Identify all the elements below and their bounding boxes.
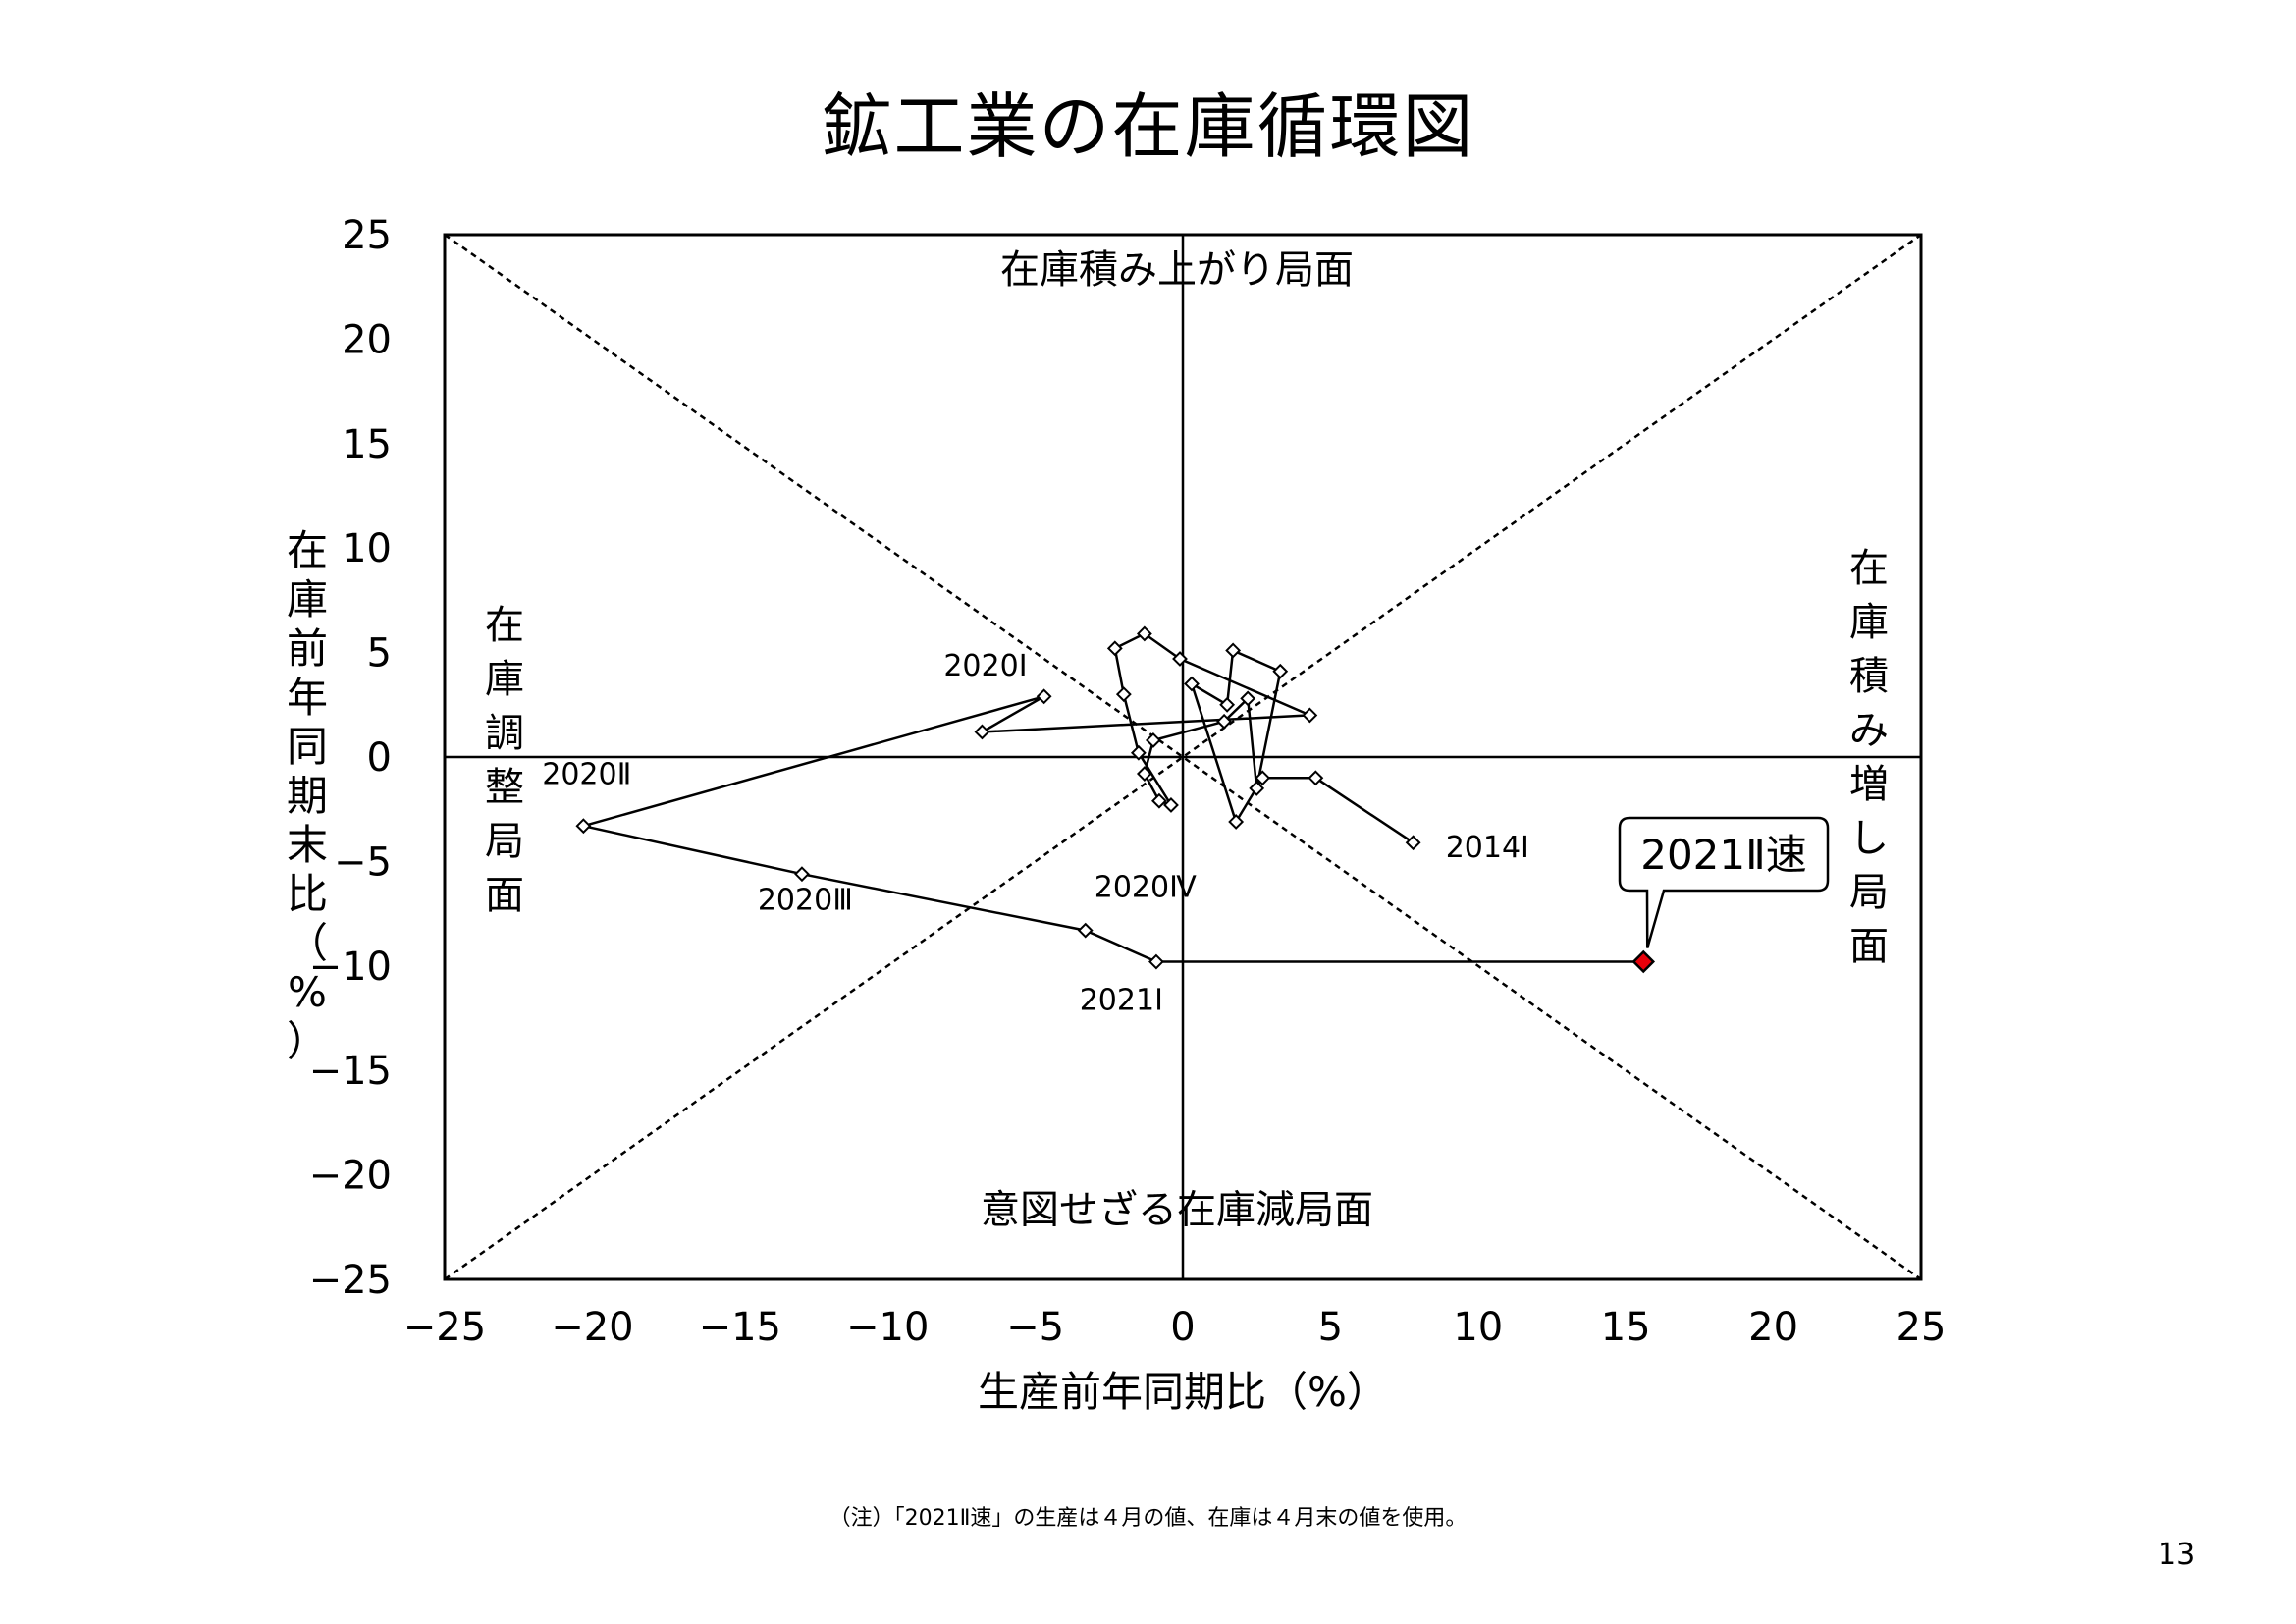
data-point-marker bbox=[1146, 732, 1161, 748]
data-point-marker bbox=[1130, 744, 1147, 761]
y-tick-label: −5 bbox=[334, 839, 392, 885]
data-point-marker bbox=[1272, 663, 1289, 679]
x-tick-label: 10 bbox=[1453, 1305, 1503, 1350]
phase-label-bottom: 意図せざる在庫減局面 bbox=[981, 1188, 1373, 1233]
data-point-marker bbox=[1136, 625, 1152, 642]
footnote: （注）「2021Ⅱ速」の生産は４月の値、在庫は４月末の値を使用。 bbox=[828, 1506, 1468, 1531]
highlight-point-marker bbox=[1631, 949, 1656, 974]
data-point-marker bbox=[1240, 690, 1256, 707]
y-tick-label: 20 bbox=[342, 317, 392, 362]
y-tick-label: −25 bbox=[309, 1258, 392, 1303]
data-point-marker bbox=[1405, 835, 1421, 851]
data-point-marker bbox=[1036, 688, 1052, 705]
data-point-marker bbox=[1148, 953, 1164, 970]
data-point-marker bbox=[1151, 792, 1167, 809]
data-point-marker bbox=[1106, 640, 1123, 657]
data-point-marker bbox=[1302, 707, 1318, 724]
point-label: 2020Ⅳ bbox=[1095, 871, 1197, 905]
data-point-marker bbox=[1077, 922, 1094, 939]
data-point-marker bbox=[1163, 797, 1179, 813]
data-point-marker bbox=[1136, 766, 1152, 782]
x-tick-label: 5 bbox=[1318, 1305, 1343, 1350]
x-tick-label: 15 bbox=[1601, 1305, 1651, 1350]
x-tick-label: 25 bbox=[1896, 1305, 1947, 1350]
y-tick-label: 5 bbox=[367, 631, 392, 677]
y-tick-label: 0 bbox=[367, 735, 392, 781]
x-tick-label: −20 bbox=[551, 1305, 633, 1350]
callout-label: 2021Ⅱ速 bbox=[1640, 831, 1807, 879]
data-point-marker bbox=[1219, 696, 1236, 713]
point-label: 2021Ⅰ bbox=[1080, 983, 1163, 1017]
x-tick-label: −5 bbox=[1006, 1305, 1064, 1350]
data-point-marker bbox=[1172, 651, 1188, 667]
data-point-marker bbox=[1184, 676, 1200, 692]
data-point-marker bbox=[1115, 686, 1132, 703]
point-label: 2014Ⅰ bbox=[1446, 831, 1529, 865]
data-series bbox=[575, 625, 1656, 974]
x-tick-label: −10 bbox=[846, 1305, 929, 1350]
data-point-marker bbox=[1225, 642, 1242, 659]
point-label: 2020Ⅰ bbox=[943, 649, 1027, 683]
phase-label-right: 在庫積み増し局面 bbox=[1849, 546, 1889, 969]
y-axis-title: 在庫前年同期末比（%） bbox=[287, 526, 328, 1065]
x-tick-label: 20 bbox=[1748, 1305, 1798, 1350]
y-tick-label: −15 bbox=[309, 1049, 392, 1094]
x-tick-label: −25 bbox=[403, 1305, 486, 1350]
tick-labels: −25 −20 −15 −10 −5 0 5 10 15 20 25 −25 −20 −15 −10 −5 0 5… bbox=[309, 213, 1947, 1350]
y-tick-label: 10 bbox=[342, 526, 392, 571]
x-axis-title: 生産前年同期比（%） bbox=[978, 1368, 1388, 1416]
y-tick-label: −10 bbox=[309, 945, 392, 990]
y-tick-label: −20 bbox=[309, 1154, 392, 1199]
y-tick-label: 25 bbox=[342, 213, 392, 258]
y-tick-label: 15 bbox=[342, 422, 392, 467]
phase-label-left: 在庫調整局面 bbox=[485, 603, 524, 918]
point-label: 2020Ⅲ bbox=[758, 883, 853, 917]
data-point-marker bbox=[575, 818, 592, 835]
callout: 2021Ⅱ速 bbox=[1618, 816, 1830, 948]
axis-titles: 生産前年同期比（%） 在庫前年同期末比（%） bbox=[287, 526, 1388, 1416]
x-tick-label: 0 bbox=[1170, 1305, 1195, 1350]
phase-label-top: 在庫積み上がり局面 bbox=[1000, 247, 1354, 293]
data-point-marker bbox=[794, 866, 810, 883]
data-point-marker bbox=[1249, 781, 1265, 796]
data-point-marker bbox=[1228, 814, 1245, 830]
data-point-marker bbox=[974, 724, 990, 740]
point-labels: 2014Ⅰ 2020Ⅰ 2020Ⅱ 2020Ⅲ 2020Ⅳ 2021Ⅰ bbox=[542, 649, 1529, 1017]
callout-box bbox=[1618, 816, 1830, 948]
data-point-marker bbox=[1308, 770, 1324, 786]
page-title: 鉱工業の在庫循環図 bbox=[821, 85, 1475, 168]
axes bbox=[443, 233, 1923, 1281]
x-tick-label: −15 bbox=[699, 1305, 781, 1350]
data-point-marker bbox=[1216, 713, 1233, 730]
point-label: 2020Ⅱ bbox=[542, 758, 631, 792]
series-line bbox=[583, 631, 1644, 963]
data-point-marker bbox=[1255, 770, 1271, 786]
page-number: 13 bbox=[2158, 1538, 2196, 1572]
